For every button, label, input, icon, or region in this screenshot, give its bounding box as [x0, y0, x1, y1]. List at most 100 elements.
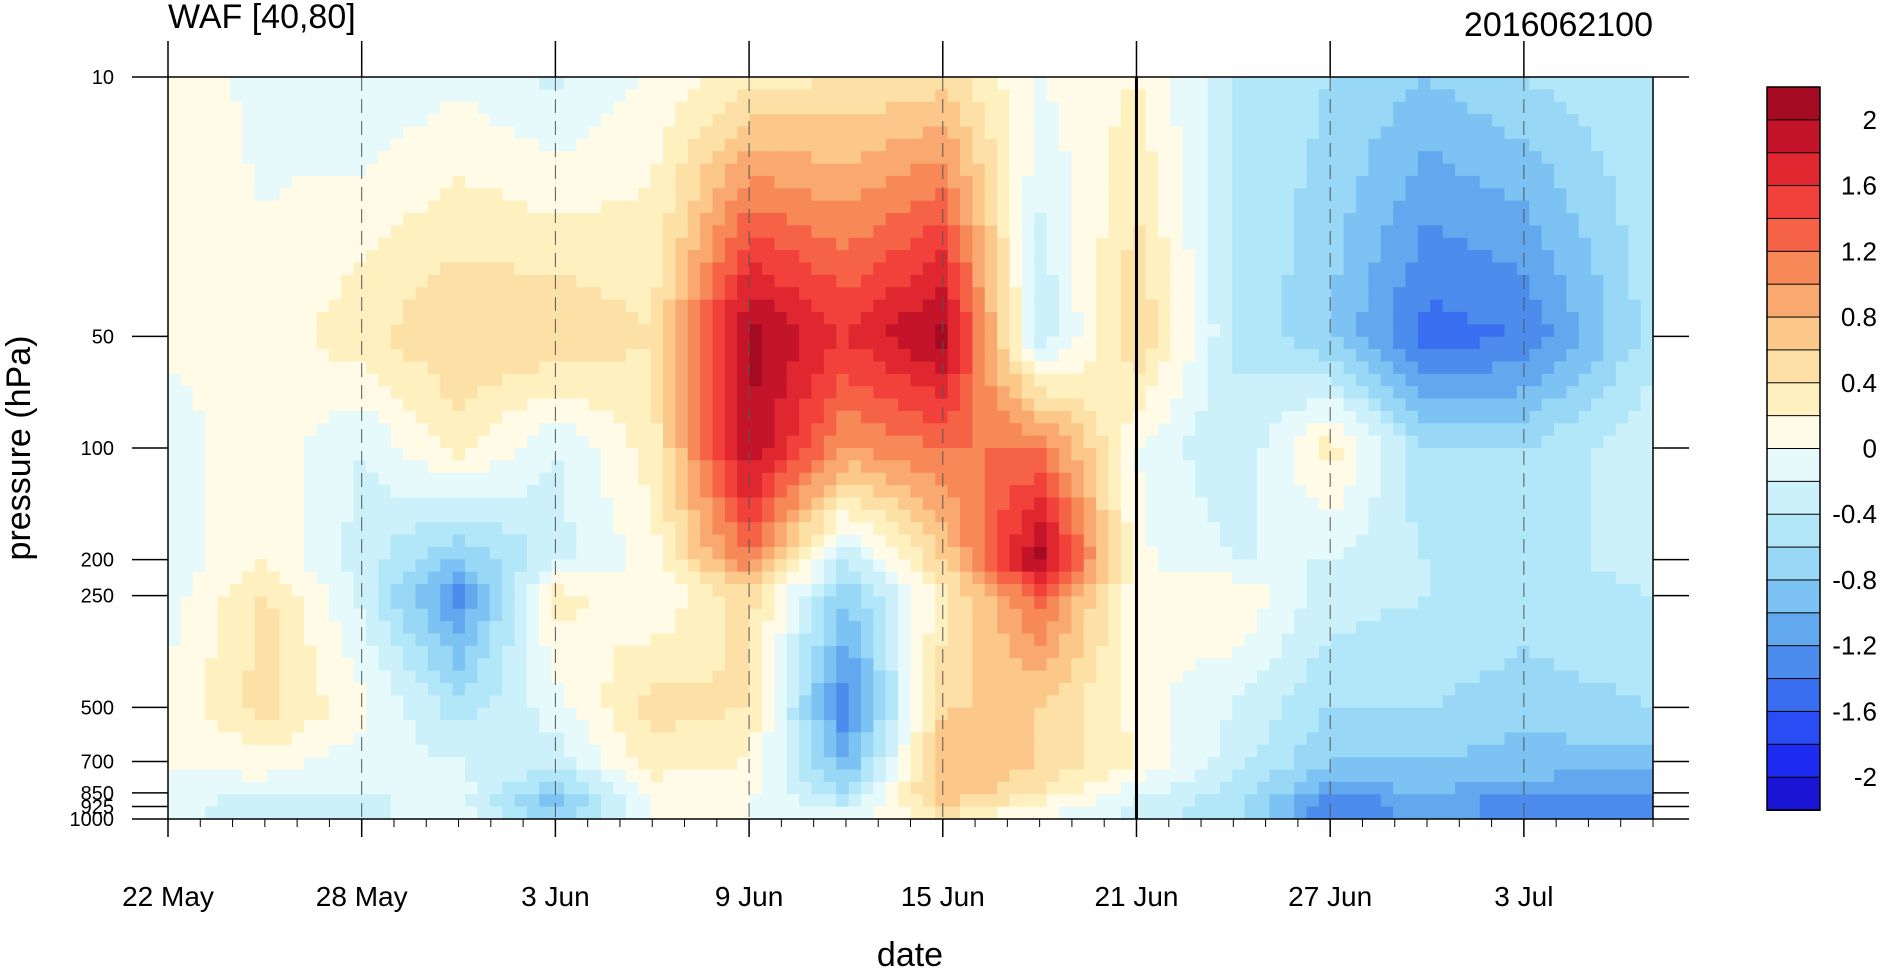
- field-cell: [650, 485, 664, 499]
- field-cell: [638, 596, 652, 610]
- field-cell: [489, 225, 503, 239]
- field-cell: [1120, 299, 1134, 313]
- field-cell: [724, 460, 738, 474]
- field-cell: [390, 274, 404, 288]
- field-cell: [650, 398, 664, 412]
- field-cell: [465, 682, 479, 697]
- field-cell: [180, 534, 194, 548]
- field-cell: [724, 695, 738, 709]
- field-cell: [291, 571, 305, 585]
- field-cell: [366, 435, 380, 449]
- field-cell: [1083, 349, 1097, 363]
- field-cell: [947, 448, 961, 462]
- field-cell: [724, 188, 738, 202]
- field-cell: [1182, 213, 1196, 227]
- field-cell: [1071, 299, 1085, 313]
- field-cell: [1071, 398, 1085, 412]
- field-cell: [984, 571, 998, 585]
- field-cell: [823, 645, 837, 659]
- field-cell: [836, 806, 850, 819]
- field-cell: [564, 460, 578, 474]
- field-cell: [279, 559, 293, 573]
- field-cell: [601, 522, 615, 536]
- field-cell: [984, 435, 998, 449]
- field-cell: [526, 237, 540, 251]
- field-cell: [861, 349, 875, 363]
- field-cell: [452, 410, 466, 424]
- field-cell: [452, 448, 466, 462]
- field-cell: [452, 509, 466, 523]
- field-cell: [539, 658, 553, 672]
- field-cell: [452, 114, 466, 128]
- field-cell: [1120, 546, 1134, 560]
- field-cell: [341, 621, 355, 635]
- field-cell: [786, 237, 800, 251]
- field-cell: [984, 497, 998, 511]
- field-cell: [625, 448, 639, 462]
- field-cell: [1021, 781, 1035, 795]
- field-cell: [328, 781, 342, 795]
- field-cell: [588, 781, 602, 795]
- field-cell: [1158, 237, 1172, 251]
- field-cell: [477, 349, 491, 363]
- field-cell: [1108, 373, 1122, 387]
- field-cell: [390, 89, 404, 103]
- field-cell: [192, 596, 206, 610]
- field-cell: [564, 571, 578, 585]
- field-cell: [774, 695, 788, 709]
- field-cell: [168, 324, 182, 338]
- field-cell: [786, 126, 800, 140]
- field-cell: [910, 732, 924, 746]
- field-cell: [514, 695, 528, 709]
- field-cell: [378, 608, 392, 622]
- field-cell: [737, 497, 751, 511]
- field-cell: [465, 398, 479, 412]
- field-cell: [898, 794, 912, 808]
- field-cell: [489, 522, 503, 536]
- field-cell: [465, 732, 479, 746]
- field-cell: [366, 472, 380, 486]
- field-cell: [848, 757, 862, 771]
- field-cell: [1071, 744, 1085, 758]
- field-cell: [737, 386, 751, 400]
- field-cell: [910, 361, 924, 375]
- field-cell: [452, 720, 466, 734]
- field-cell: [415, 608, 429, 622]
- field-cell: [366, 794, 380, 808]
- field-cell: [910, 806, 924, 819]
- field-cell: [316, 101, 330, 115]
- field-cell: [625, 262, 639, 276]
- field-cell: [786, 114, 800, 128]
- field-cell: [774, 324, 788, 338]
- field-cell: [192, 262, 206, 276]
- field-cell: [984, 522, 998, 536]
- field-cell: [353, 472, 367, 486]
- field-cell: [799, 114, 813, 128]
- field-cell: [415, 175, 429, 189]
- field-cell: [1108, 658, 1122, 672]
- field-cell: [403, 138, 417, 152]
- field-cell: [712, 720, 726, 734]
- field-cell: [489, 200, 503, 214]
- field-cell: [304, 311, 318, 326]
- field-cell: [836, 781, 850, 795]
- field-cell: [390, 546, 404, 560]
- field-cell: [922, 695, 936, 709]
- field-cell: [1046, 472, 1060, 486]
- field-cell: [1170, 89, 1184, 103]
- field-cell: [1009, 509, 1023, 523]
- field-cell: [452, 311, 466, 326]
- field-cell: [1083, 769, 1097, 783]
- field-cell: [588, 559, 602, 573]
- field-cell: [588, 361, 602, 375]
- field-cell: [279, 138, 293, 152]
- field-cell: [1145, 349, 1159, 363]
- field-cell: [712, 250, 726, 264]
- field-cell: [873, 101, 887, 115]
- field-cell: [960, 744, 974, 758]
- field-cell: [1182, 769, 1196, 783]
- field-cell: [1158, 299, 1172, 313]
- field-cell: [353, 522, 367, 536]
- field-cell: [316, 435, 330, 449]
- field-cell: [601, 806, 615, 819]
